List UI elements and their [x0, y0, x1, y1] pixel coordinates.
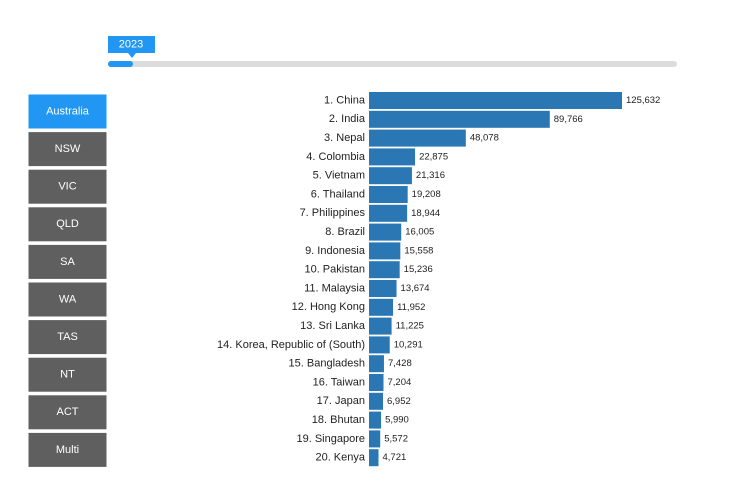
value-label: 15,558 — [404, 245, 433, 256]
bar — [369, 204, 408, 222]
tab-label: Multi — [56, 444, 79, 456]
value-label: 22,875 — [419, 151, 448, 162]
category-label: 3. Nepal — [324, 132, 365, 144]
bar — [369, 242, 401, 260]
category-label: 19. Singapore — [297, 433, 366, 445]
bar — [369, 223, 402, 241]
category-label: 13. Sri Lanka — [300, 320, 366, 332]
value-label: 89,766 — [554, 114, 583, 125]
category-label: 10. Pakistan — [304, 264, 365, 276]
category-label: 6. Thailand — [311, 188, 365, 200]
value-label: 21,316 — [416, 170, 445, 181]
slider-label: 2023 — [119, 38, 143, 50]
tab-button[interactable] — [27, 319, 108, 356]
tab-label: VIC — [58, 181, 76, 193]
value-label: 4,721 — [383, 452, 407, 463]
tab-button[interactable] — [27, 131, 108, 168]
value-label: 7,204 — [388, 377, 412, 388]
slider-track[interactable] — [108, 61, 677, 67]
tab-button[interactable] — [27, 281, 108, 318]
value-label: 16,005 — [405, 227, 434, 238]
value-label: 11,952 — [397, 302, 425, 313]
value-label: 15,236 — [404, 264, 433, 275]
bar — [369, 430, 381, 448]
bar — [369, 355, 384, 373]
slider-pointer — [128, 53, 136, 58]
tab-button[interactable] — [27, 93, 108, 130]
value-label: 11,225 — [396, 321, 424, 332]
bar — [369, 261, 400, 279]
tab-label: SA — [60, 256, 75, 268]
category-label: 11. Malaysia — [304, 282, 366, 294]
value-label: 6,952 — [387, 396, 411, 407]
bar — [369, 298, 394, 316]
category-label: 9. Indonesia — [305, 245, 366, 257]
category-label: 14. Korea, Republic of (South) — [217, 339, 365, 351]
bar — [369, 280, 397, 297]
bar — [369, 317, 392, 335]
value-label: 19,208 — [412, 189, 441, 200]
bar — [369, 148, 416, 166]
bar — [369, 110, 550, 128]
value-label: 10,291 — [394, 339, 423, 350]
value-label: 5,990 — [385, 415, 409, 426]
tab-button[interactable] — [27, 431, 108, 468]
tab-label: ACT — [57, 406, 79, 418]
bar — [369, 449, 379, 467]
bar — [369, 129, 466, 147]
slider-tooltip — [108, 36, 155, 53]
category-label: 8. Brazil — [325, 226, 365, 238]
bar — [369, 392, 384, 410]
value-label: 13,674 — [401, 283, 430, 294]
value-label: 5,572 — [384, 433, 408, 444]
value-label: 48,078 — [470, 133, 499, 144]
category-label: 15. Bangladesh — [289, 358, 365, 370]
tab-button[interactable] — [27, 356, 108, 393]
tab-list: Australia NSW VIC QLD SA WA TAS NT ACT Multi — [27, 93, 108, 468]
tab-button[interactable] — [27, 243, 108, 280]
bar — [369, 374, 384, 391]
category-label: 16. Taiwan — [313, 376, 365, 388]
value-label: 7,428 — [388, 358, 412, 369]
category-label: 7. Philippines — [300, 207, 366, 219]
chart: 1. China 125,632 2. India 89,766 3. Nepal 48,… — [217, 92, 660, 467]
category-label: 17. Japan — [317, 395, 365, 407]
value-label: 125,632 — [626, 95, 660, 106]
bar — [369, 411, 382, 429]
bar — [369, 167, 412, 185]
category-label: 20. Kenya — [315, 452, 365, 464]
tab-button[interactable] — [27, 206, 108, 243]
category-label: 1. China — [324, 94, 366, 106]
tab-button[interactable] — [27, 168, 108, 205]
bar — [369, 336, 390, 354]
tab-button[interactable] — [27, 394, 108, 431]
slider-fill — [108, 61, 133, 67]
tab-label: WA — [59, 293, 77, 305]
tab-label: Australia — [46, 105, 90, 117]
category-label: 2. India — [329, 113, 366, 125]
category-label: 18. Bhutan — [312, 414, 365, 426]
value-label: 18,944 — [411, 208, 440, 219]
tab-label: NT — [60, 369, 75, 381]
category-label: 12. Hong Kong — [292, 301, 365, 313]
bar — [369, 92, 622, 109]
tab-label: TAS — [57, 331, 78, 343]
category-label: 5. Vietnam — [313, 170, 365, 182]
tab-label: QLD — [56, 218, 79, 230]
tab-label: NSW — [55, 143, 81, 155]
bar — [369, 186, 408, 203]
category-label: 4. Colombia — [306, 151, 366, 163]
